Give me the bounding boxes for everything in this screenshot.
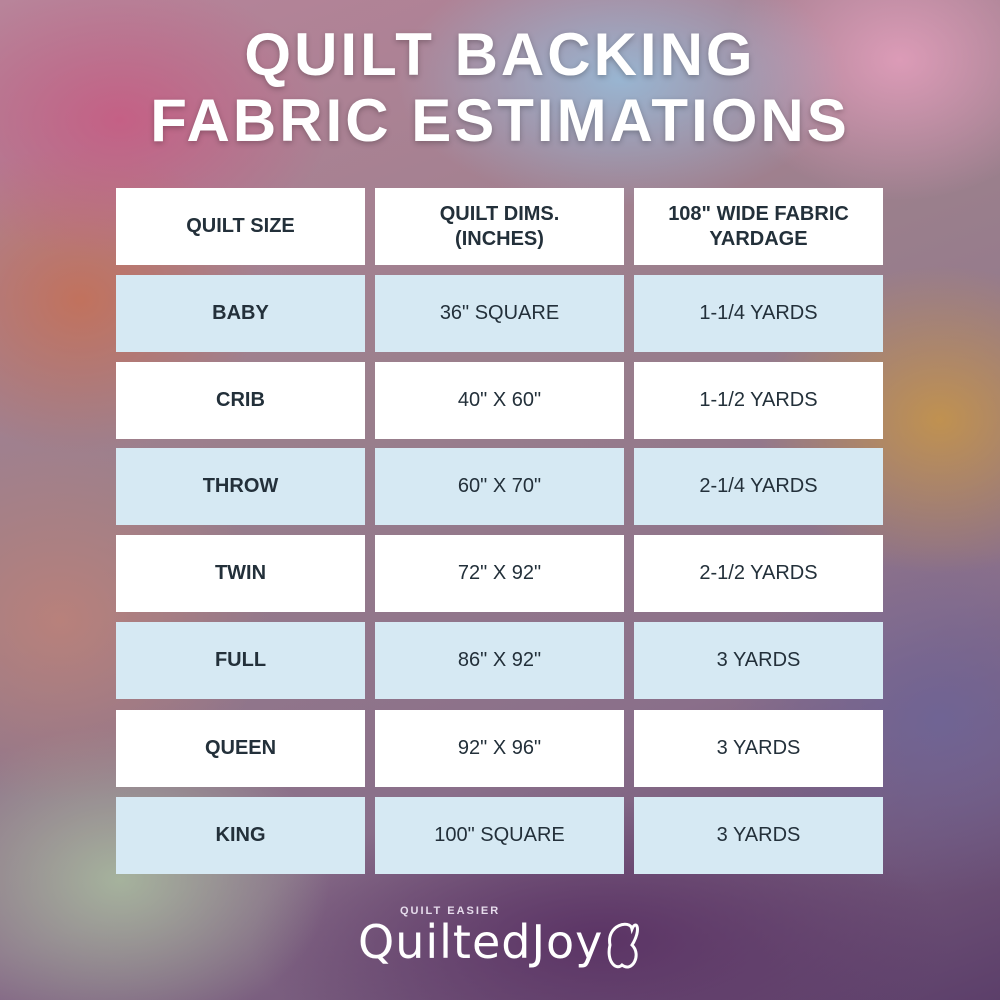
cell-dimensions: 92" X 96" [375, 710, 624, 787]
column-header: 108" WIDE FABRIC YARDAGE [634, 188, 883, 265]
logo-tagline: QUILT EASIER [400, 905, 501, 917]
cell-quilt-size: THROW [116, 448, 365, 525]
cell-dimensions: 72" X 92" [375, 535, 624, 612]
cell-yardage: 1-1/2 YARDS [634, 362, 883, 439]
logo-name: QuiltedJoy [358, 915, 604, 969]
cell-yardage: 3 YARDS [634, 622, 883, 699]
cell-quilt-size: KING [116, 797, 365, 874]
cell-dimensions: 40" X 60" [375, 362, 624, 439]
cell-yardage: 2-1/4 YARDS [634, 448, 883, 525]
cell-dimensions: 100" SQUARE [375, 797, 624, 874]
cell-dimensions: 60" X 70" [375, 448, 624, 525]
cell-yardage: 3 YARDS [634, 797, 883, 874]
cell-dimensions: 86" X 92" [375, 622, 624, 699]
cell-quilt-size: TWIN [116, 535, 365, 612]
cell-quilt-size: CRIB [116, 362, 365, 439]
cell-quilt-size: QUEEN [116, 710, 365, 787]
butterfly-icon [607, 922, 639, 969]
cell-dimensions: 36" SQUARE [375, 275, 624, 352]
quilted-joy-logo: QUILT EASIER QuiltedJoy [340, 895, 660, 985]
cell-quilt-size: FULL [116, 622, 365, 699]
column-header: QUILT DIMS. (INCHES) [375, 188, 624, 265]
page-title: QUILT BACKING FABRIC ESTIMATIONS [0, 22, 1000, 154]
title-line-2: FABRIC ESTIMATIONS [150, 87, 850, 154]
cell-yardage: 1-1/4 YARDS [634, 275, 883, 352]
cell-yardage: 3 YARDS [634, 710, 883, 787]
cell-quilt-size: BABY [116, 275, 365, 352]
title-line-1: QUILT BACKING [244, 21, 756, 88]
column-header: QUILT SIZE [116, 188, 365, 265]
cell-yardage: 2-1/2 YARDS [634, 535, 883, 612]
